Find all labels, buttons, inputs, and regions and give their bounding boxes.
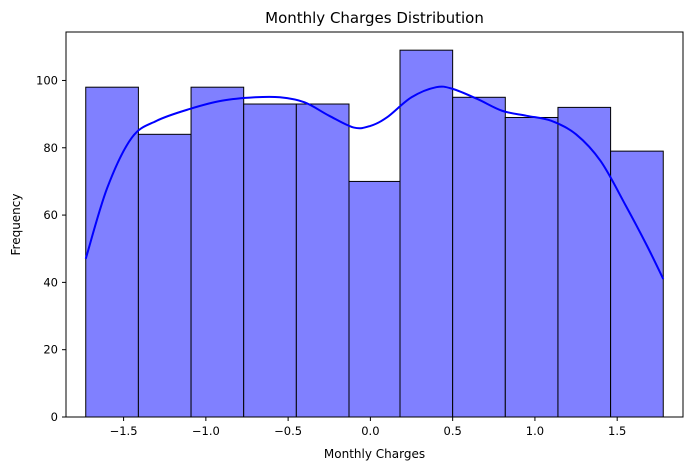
y-tick-label: 20 <box>43 343 58 357</box>
x-axis: −1.5 −1.0 −0.5 0.0 0.5 1.0 1.5 <box>110 417 626 438</box>
y-tick-label: 80 <box>43 141 58 155</box>
x-tick-label: 0.5 <box>444 424 462 438</box>
y-tick-label: 0 <box>51 410 58 424</box>
x-tick-label: 1.0 <box>526 424 544 438</box>
histogram-bar <box>452 96 506 418</box>
y-tick-label: 100 <box>36 73 58 87</box>
x-tick-label: −1.5 <box>110 424 138 438</box>
kde-curve <box>84 85 665 280</box>
histogram-bar <box>243 103 297 418</box>
x-tick-label: 0.0 <box>361 424 379 438</box>
x-tick-label: −1.0 <box>192 424 220 438</box>
histogram-bar <box>399 49 454 418</box>
histogram-bar <box>85 86 139 418</box>
histogram-bar <box>504 116 559 418</box>
x-axis-label: Monthly Charges <box>324 447 425 461</box>
y-tick-label: 40 <box>43 275 58 289</box>
y-tick-label: 60 <box>43 208 58 222</box>
x-tick-label: −0.5 <box>274 424 302 438</box>
y-axis-label: Frequency <box>9 194 23 256</box>
histogram-bars <box>85 49 664 418</box>
plot-frame <box>65 31 684 418</box>
chart-title: Monthly Charges Distribution <box>265 9 484 27</box>
x-tick-label: 1.5 <box>608 424 626 438</box>
histogram-bar <box>190 86 245 418</box>
histogram-bar <box>295 103 350 418</box>
histogram-bar <box>137 133 192 418</box>
histogram-bar <box>557 106 612 418</box>
y-axis: 0 20 40 60 80 100 <box>36 73 66 424</box>
histogram-bar <box>348 180 401 418</box>
